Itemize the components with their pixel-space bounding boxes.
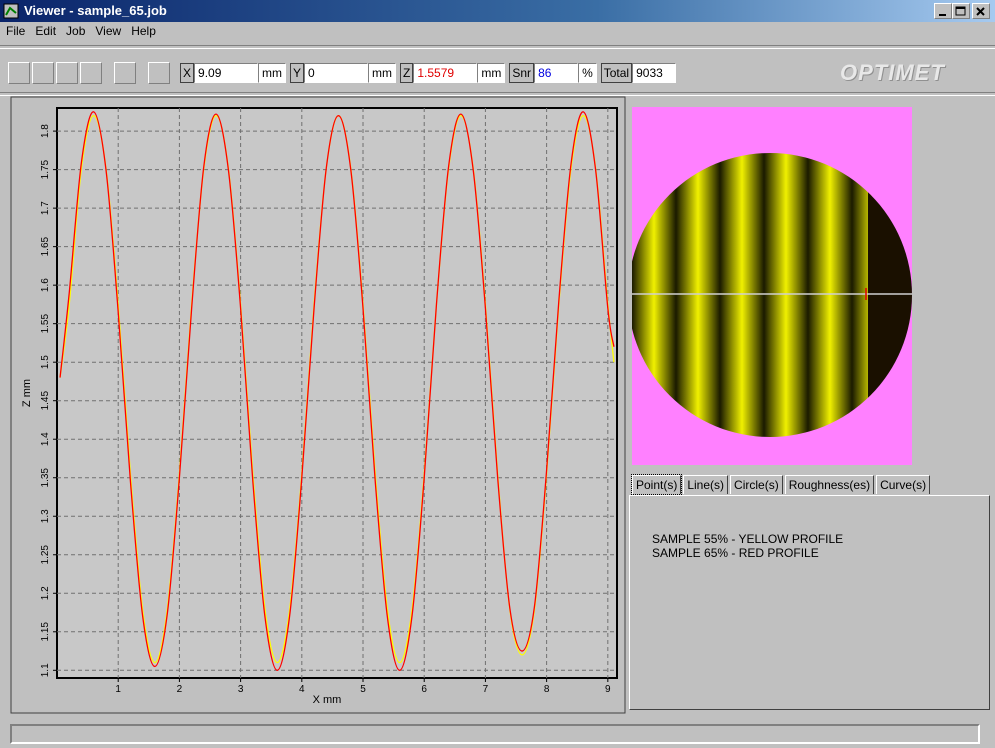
x-tick-label: 4: [299, 684, 305, 695]
print-button[interactable]: [80, 62, 102, 84]
field-label: Snr: [509, 63, 534, 83]
save-button[interactable]: [32, 62, 54, 84]
y-tick-label: 1.25: [40, 545, 51, 565]
y-tick-label: 1.5: [40, 355, 51, 369]
field-unit: mm: [477, 63, 505, 83]
y-axis-label: Z mm: [21, 379, 33, 407]
y-tick-label: 1.1: [40, 663, 51, 677]
y-tick-label: 1.4: [40, 432, 51, 446]
field-value: 9033: [632, 63, 676, 83]
minimize-button[interactable]: [934, 3, 952, 19]
status-bar: [10, 724, 980, 744]
menu-item[interactable]: Edit: [35, 24, 56, 42]
app-icon: [3, 3, 19, 19]
menu-item[interactable]: File: [6, 24, 25, 42]
y-tick-label: 1.3: [40, 509, 51, 523]
x-tick-label: 9: [605, 684, 611, 695]
field-value: 0: [304, 63, 368, 83]
menu-item[interactable]: Job: [66, 24, 85, 42]
open-button[interactable]: [8, 62, 30, 84]
x-tick-label: 8: [544, 684, 550, 695]
field-value: 1.5579: [413, 63, 477, 83]
x-tick-label: 2: [177, 684, 183, 695]
y-tick-label: 1.35: [40, 468, 51, 488]
x-axis-label: X mm: [313, 694, 342, 706]
maximize-button[interactable]: [952, 3, 970, 19]
y-tick-label: 1.45: [40, 391, 51, 411]
y-tick-label: 1.15: [40, 622, 51, 642]
y-tick-label: 1.2: [40, 586, 51, 600]
y-tick-label: 1.7: [40, 201, 51, 215]
field-label: X: [180, 63, 194, 83]
window-controls: [934, 3, 990, 19]
field-label: Total: [601, 63, 632, 83]
note-line: SAMPLE 65% - RED PROFILE: [652, 546, 843, 560]
y-tick-label: 1.65: [40, 236, 51, 256]
profile-chart: X mm Z mm 1 2 3 4 5 6 7 8 9 1.1 1.15 1.2 1.25 1.3 1.35…: [10, 96, 626, 714]
undo-button[interactable]: [148, 62, 170, 84]
tab[interactable]: Point(s): [632, 475, 681, 494]
tab[interactable]: Roughness(es): [785, 475, 874, 494]
close-button[interactable]: [972, 3, 990, 19]
field-value: 9.09: [194, 63, 258, 83]
tab[interactable]: Circle(s): [730, 475, 783, 494]
separator: [0, 45, 995, 49]
tab-strip: Point(s)Line(s)Circle(s)Roughness(es)Cur…: [632, 475, 930, 494]
logo: OPTIMET: [840, 60, 945, 86]
surface-image: [632, 107, 912, 465]
x-tick-label: 1: [115, 684, 121, 695]
window-title: Viewer - sample_65.job: [24, 0, 167, 22]
menu-item[interactable]: View: [95, 24, 121, 42]
y-tick-label: 1.8: [40, 124, 51, 138]
field-unit: mm: [368, 63, 396, 83]
properties-button[interactable]: [114, 62, 136, 84]
title-bar: Viewer - sample_65.job: [0, 0, 995, 22]
field-unit: %: [578, 63, 597, 83]
field-value: 86: [534, 63, 578, 83]
export-button[interactable]: [56, 62, 78, 84]
y-tick-label: 1.75: [40, 159, 51, 179]
x-tick-label: 7: [483, 684, 489, 695]
field-label: Y: [290, 63, 304, 83]
viewer-window: Viewer - sample_65.job File Edit Job View He…: [0, 0, 995, 748]
y-tick-label: 1.55: [40, 314, 51, 334]
tab[interactable]: Curve(s): [876, 475, 930, 494]
y-tick-label: 1.6: [40, 278, 51, 292]
field-label: Z: [400, 63, 413, 83]
menu-item[interactable]: Help: [131, 24, 156, 42]
x-tick-label: 5: [360, 684, 366, 695]
x-tick-label: 3: [238, 684, 244, 695]
field-unit: mm: [258, 63, 286, 83]
menu-bar: File Edit Job View Help: [0, 24, 156, 42]
x-tick-label: 6: [421, 684, 427, 695]
tab[interactable]: Line(s): [683, 475, 728, 494]
note-line: SAMPLE 55% - YELLOW PROFILE: [652, 532, 843, 546]
